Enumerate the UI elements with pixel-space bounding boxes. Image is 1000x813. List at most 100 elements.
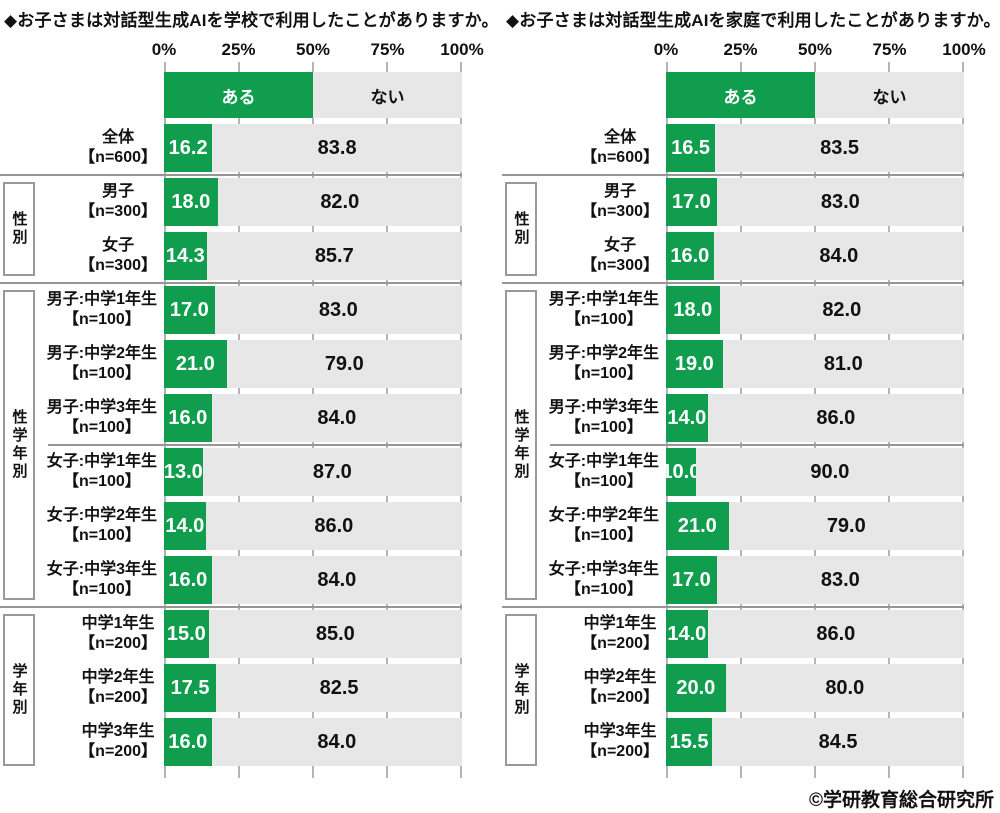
group-box: 性学年別 xyxy=(3,290,35,600)
bar-segment-yes: 16.0 xyxy=(164,556,212,604)
bar-segment-no: 84.5 xyxy=(712,718,964,766)
bar-row: 17.0 83.0 xyxy=(666,178,964,226)
row-label-name: 女子:中学2年生 xyxy=(46,507,157,524)
row-label-name: 女子:中学1年生 xyxy=(46,453,157,470)
bar-segment-yes: 18.0 xyxy=(666,286,720,334)
bar-segment-no: 85.0 xyxy=(208,610,462,658)
bar-segment-yes: 16.2 xyxy=(164,124,213,172)
bar-segment-yes: 14.3 xyxy=(164,232,207,280)
row-label: 男子 【n=300】 xyxy=(581,178,659,226)
row-label-n: 【n=200】 xyxy=(79,743,157,760)
row-label-name: 男子:中学2年生 xyxy=(46,345,157,362)
axis-tick-label: 50% xyxy=(295,40,331,59)
group-separator xyxy=(0,282,462,284)
row-label: 男子:中学2年生 【n=100】 xyxy=(47,340,157,388)
bar-segment-yes: 20.0 xyxy=(666,664,726,712)
row-label-n: 【n=200】 xyxy=(581,743,659,760)
group-box: 学年別 xyxy=(505,614,537,766)
bar-row: 17.5 82.5 xyxy=(164,664,462,712)
row-label-n: 【n=300】 xyxy=(79,257,157,274)
chart-title: ◆お子さまは対話型生成AIを家庭で利用したことがありますか。 xyxy=(506,11,1000,30)
row-label: 女子 【n=300】 xyxy=(581,232,659,280)
row-label: 男子:中学1年生 【n=100】 xyxy=(47,286,157,334)
row-label-n: 【n=600】 xyxy=(79,149,157,166)
bar-segment-no: 90.0 xyxy=(695,448,964,496)
value-label-yes: 19.0 xyxy=(674,352,714,375)
bar-segment-yes: 15.0 xyxy=(164,610,209,658)
value-label-no: 86.0 xyxy=(816,406,856,429)
row-label-n: 【n=300】 xyxy=(581,203,659,220)
value-label-no: 90.0 xyxy=(810,460,850,483)
group-label: 性学年別 xyxy=(10,409,28,481)
bar-segment-yes: 17.0 xyxy=(666,556,717,604)
axis-tick-label: 25% xyxy=(221,40,256,59)
legend-item-yes: ある xyxy=(164,72,313,118)
bar-row: 17.0 83.0 xyxy=(164,286,462,334)
row-label: 全体 【n=600】 xyxy=(581,124,659,172)
bar-row: 16.0 84.0 xyxy=(164,718,462,766)
value-label-yes: 14.0 xyxy=(667,622,707,645)
axis-tick-label: 25% xyxy=(723,40,758,59)
bar-row: 21.0 79.0 xyxy=(666,502,964,550)
value-label-yes: 15.0 xyxy=(166,622,206,645)
bar-segment-no: 84.0 xyxy=(211,394,462,442)
row-label-name: 中学2年生 xyxy=(583,669,657,686)
bar-row: 16.0 84.0 xyxy=(164,556,462,604)
plot-area: ある ない 16.5 83.5 17.0 83.0 16.0 84.0 18.0… xyxy=(661,62,964,778)
sub-group-separator xyxy=(550,444,964,446)
value-label-yes: 18.0 xyxy=(673,298,713,321)
row-label-n: 【n=100】 xyxy=(564,581,643,598)
value-label-yes: 16.5 xyxy=(671,136,711,159)
row-label-name: 女子:中学2年生 xyxy=(548,507,659,524)
group-separator xyxy=(0,174,462,176)
row-label: 女子 【n=300】 xyxy=(79,232,157,280)
bar-segment-yes: 16.0 xyxy=(164,718,212,766)
bar-segment-no: 83.0 xyxy=(214,286,462,334)
legend-item-no: ない xyxy=(815,72,964,118)
axis-tick-label: 75% xyxy=(872,40,907,59)
value-label-no: 79.0 xyxy=(324,352,364,375)
value-label-yes: 17.0 xyxy=(671,568,711,591)
group-box: 性別 xyxy=(505,182,537,276)
row-label-name: 男子:中学3年生 xyxy=(548,399,659,416)
value-label-yes: 18.0 xyxy=(171,190,211,213)
bar-row: 16.0 84.0 xyxy=(164,394,462,442)
bar-row: 15.0 85.0 xyxy=(164,610,462,658)
row-label: 中学2年生 【n=200】 xyxy=(79,664,157,712)
row-label: 男子 【n=300】 xyxy=(79,178,157,226)
value-label-no: 84.0 xyxy=(819,244,859,267)
row-label: 全体 【n=600】 xyxy=(79,124,157,172)
value-label-no: 83.8 xyxy=(317,136,357,159)
axis-tick-label: 0% xyxy=(151,40,177,59)
bar-row: 14.0 86.0 xyxy=(666,610,964,658)
row-label-n: 【n=100】 xyxy=(564,311,643,328)
value-label-yes: 17.0 xyxy=(169,298,209,321)
bar-segment-no: 84.0 xyxy=(713,232,964,280)
group-label: 性学年別 xyxy=(512,409,530,481)
bar-row: 16.2 83.8 xyxy=(164,124,462,172)
bar-row: 10.0 90.0 xyxy=(661,448,964,496)
bar-row: 13.0 87.0 xyxy=(164,448,462,496)
bar-row: 16.5 83.5 xyxy=(666,124,964,172)
value-label-yes: 17.5 xyxy=(170,676,210,699)
row-label-n: 【n=600】 xyxy=(581,149,659,166)
bar-segment-yes: 18.0 xyxy=(164,178,218,226)
row-label-name: 中学1年生 xyxy=(81,615,155,632)
value-label-yes: 10.0 xyxy=(661,460,701,483)
axis-tick-label: 50% xyxy=(797,40,833,59)
bar-row: 17.0 83.0 xyxy=(666,556,964,604)
bar-segment-yes: 16.5 xyxy=(666,124,716,172)
axis-tick-label: 100% xyxy=(942,40,986,59)
value-label-no: 83.0 xyxy=(318,298,358,321)
row-label-n: 【n=200】 xyxy=(581,635,659,652)
value-label-no: 87.0 xyxy=(312,460,352,483)
row-label: 男子:中学2年生 【n=100】 xyxy=(549,340,659,388)
bar-segment-no: 80.0 xyxy=(725,664,964,712)
row-label-n: 【n=100】 xyxy=(62,581,141,598)
row-label: 中学3年生 【n=200】 xyxy=(581,718,659,766)
group-label: 学年別 xyxy=(10,663,28,717)
row-label-name: 中学3年生 xyxy=(583,723,657,740)
bar-segment-no: 83.5 xyxy=(715,124,964,172)
value-label-no: 82.0 xyxy=(320,190,360,213)
value-label-no: 80.0 xyxy=(825,676,865,699)
